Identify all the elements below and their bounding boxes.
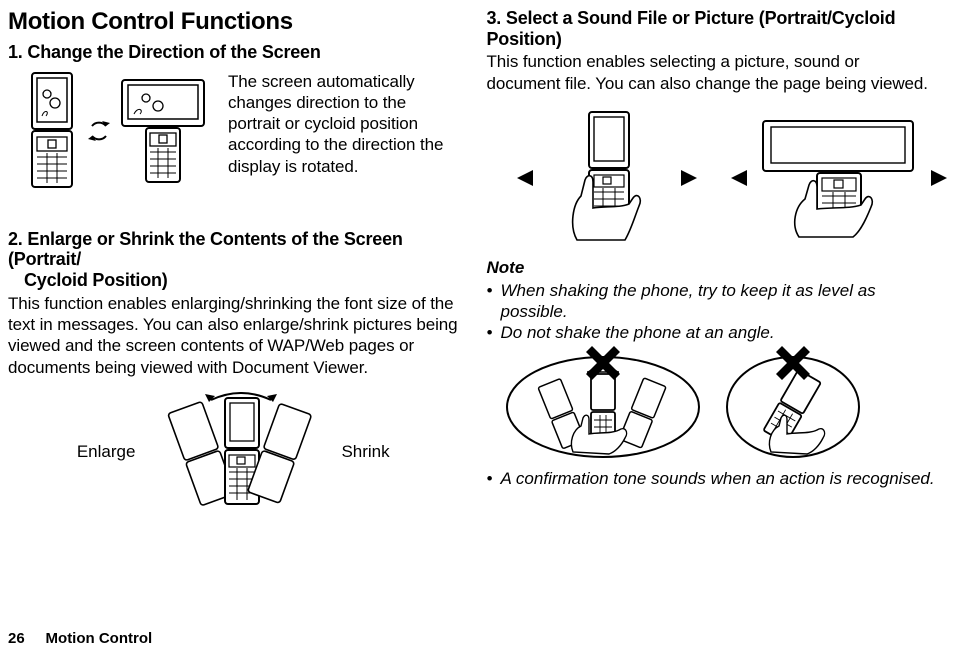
note-list: When shaking the phone, try to keep it a… <box>487 280 938 344</box>
page-columns: Motion Control Functions 1. Change the D… <box>8 8 937 512</box>
enlarge-shrink-phone-icon <box>153 392 323 512</box>
section3-portrait-item <box>517 108 697 248</box>
note-figure-angle <box>723 352 863 462</box>
phone-portrait-icon <box>24 71 80 191</box>
spacer <box>8 191 459 225</box>
arrow-left-icon <box>731 168 747 188</box>
x-mark-icon <box>776 346 810 380</box>
section2-body: This function enables enlarging/shrinkin… <box>8 293 459 378</box>
note-figure-lateral <box>503 352 703 462</box>
section1-body: The screen automatically changes directi… <box>228 71 459 177</box>
section1-heading: 1. Change the Direction of the Screen <box>8 42 459 63</box>
section3-heading: 3. Select a Sound File or Picture (Portr… <box>487 8 938 49</box>
footer-chapter: Motion Control <box>46 630 153 647</box>
section1-row: The screen automatically changes directi… <box>8 71 459 191</box>
rotate-arrow-icon <box>86 118 112 144</box>
section1-figures <box>24 71 208 191</box>
note-item: Do not shake the phone at an angle. <box>487 322 938 343</box>
section3-figures <box>517 108 938 248</box>
section3-body: This function enables selecting a pictur… <box>487 51 938 94</box>
section3-cycloid-item <box>731 108 947 248</box>
arrow-left-icon <box>517 168 533 188</box>
arrow-right-icon <box>681 168 697 188</box>
note-figures <box>503 352 938 462</box>
left-column: Motion Control Functions 1. Change the D… <box>8 8 459 512</box>
note-after-list: A confirmation tone sounds when an actio… <box>487 468 938 489</box>
note-item: When shaking the phone, try to keep it a… <box>487 280 938 323</box>
hand-holding-cycloid-phone-icon <box>753 113 925 243</box>
hand-holding-portrait-phone-icon <box>539 108 675 248</box>
phone-cycloid-icon <box>118 76 208 186</box>
note-heading: Note <box>487 258 938 278</box>
section2-figures: Enlarge <box>8 392 459 512</box>
page-title: Motion Control Functions <box>8 8 459 36</box>
section2-heading-line1: 2. Enlarge or Shrink the Contents of the… <box>8 229 403 270</box>
note-item: A confirmation tone sounds when an actio… <box>487 468 938 489</box>
section2-heading-line2: Cycloid Position) <box>8 270 168 290</box>
page-footer: 26 Motion Control <box>8 630 152 647</box>
section2-heading: 2. Enlarge or Shrink the Contents of the… <box>8 229 459 291</box>
enlarge-label: Enlarge <box>77 442 136 462</box>
x-mark-icon <box>586 346 620 380</box>
shrink-label: Shrink <box>341 442 389 462</box>
arrow-right-icon <box>931 168 947 188</box>
right-column: 3. Select a Sound File or Picture (Portr… <box>487 8 938 512</box>
page-number: 26 <box>8 630 25 647</box>
